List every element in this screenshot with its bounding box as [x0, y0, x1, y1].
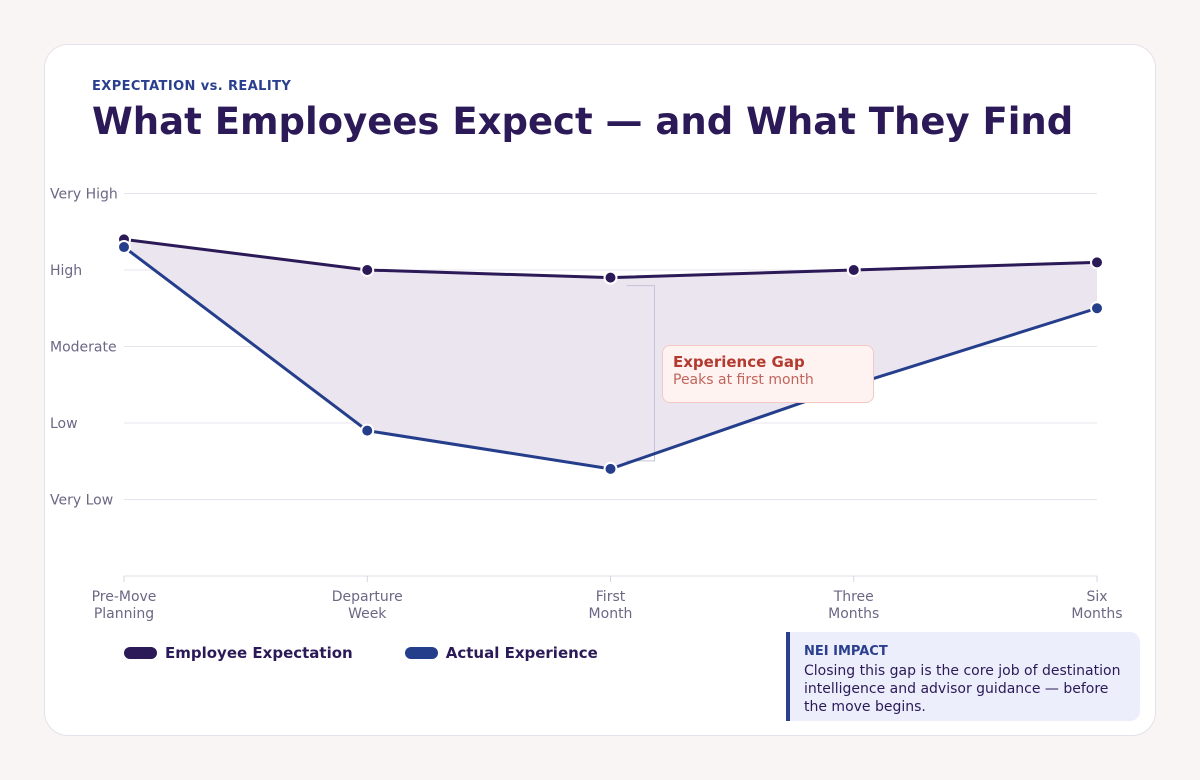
impact-body: Closing this gap is the core job of dest… — [804, 663, 1121, 715]
x-tick-label: Departure Week — [332, 589, 403, 622]
y-tick-label: High — [50, 263, 82, 279]
x-tick-label: Three Months — [828, 589, 879, 622]
y-tick-label: Moderate — [50, 340, 117, 356]
gap-fill-area — [124, 239, 1097, 469]
data-point-actual — [360, 423, 375, 438]
x-tick-label: Six Months — [1071, 589, 1122, 622]
legend-label-actual: Actual Experience — [445, 644, 598, 662]
x-tick-label: Pre-Move Planning — [92, 589, 157, 622]
legend-item-expectation: Employee Expectation — [124, 644, 353, 662]
x-tick-label: First Month — [589, 589, 633, 622]
y-tick-label: Low — [50, 416, 78, 432]
data-point-expectation — [1090, 255, 1104, 270]
data-point-actual — [603, 461, 618, 476]
page-title: What Employees Expect — and What They Fi… — [92, 100, 1074, 143]
data-point-expectation — [360, 263, 375, 277]
experience-gap-callout: Experience Gap Peaks at first month — [662, 345, 874, 403]
y-tick-label: Very Low — [50, 493, 113, 509]
data-point-actual — [1090, 301, 1104, 316]
legend-item-actual: Actual Experience — [404, 644, 598, 662]
nei-impact-panel: NEI IMPACT Closing this gap is the core … — [786, 632, 1140, 721]
chart-legend: Employee Expectation Actual Experience — [124, 644, 598, 662]
callout-subtitle: Peaks at first month — [673, 372, 814, 388]
impact-title: NEI IMPACT — [804, 644, 888, 659]
data-point-expectation — [603, 270, 618, 285]
y-tick-label: Very High — [50, 187, 118, 203]
data-point-expectation — [846, 263, 861, 277]
legend-swatch-actual — [404, 647, 438, 659]
data-point-actual — [117, 240, 131, 255]
gap-bracket — [626, 285, 655, 462]
legend-swatch-expectation — [124, 647, 157, 659]
legend-label-expectation: Employee Expectation — [165, 644, 353, 662]
callout-title: Experience Gap — [673, 353, 805, 371]
eyebrow-label: EXPECTATION vs. REALITY — [92, 79, 292, 94]
